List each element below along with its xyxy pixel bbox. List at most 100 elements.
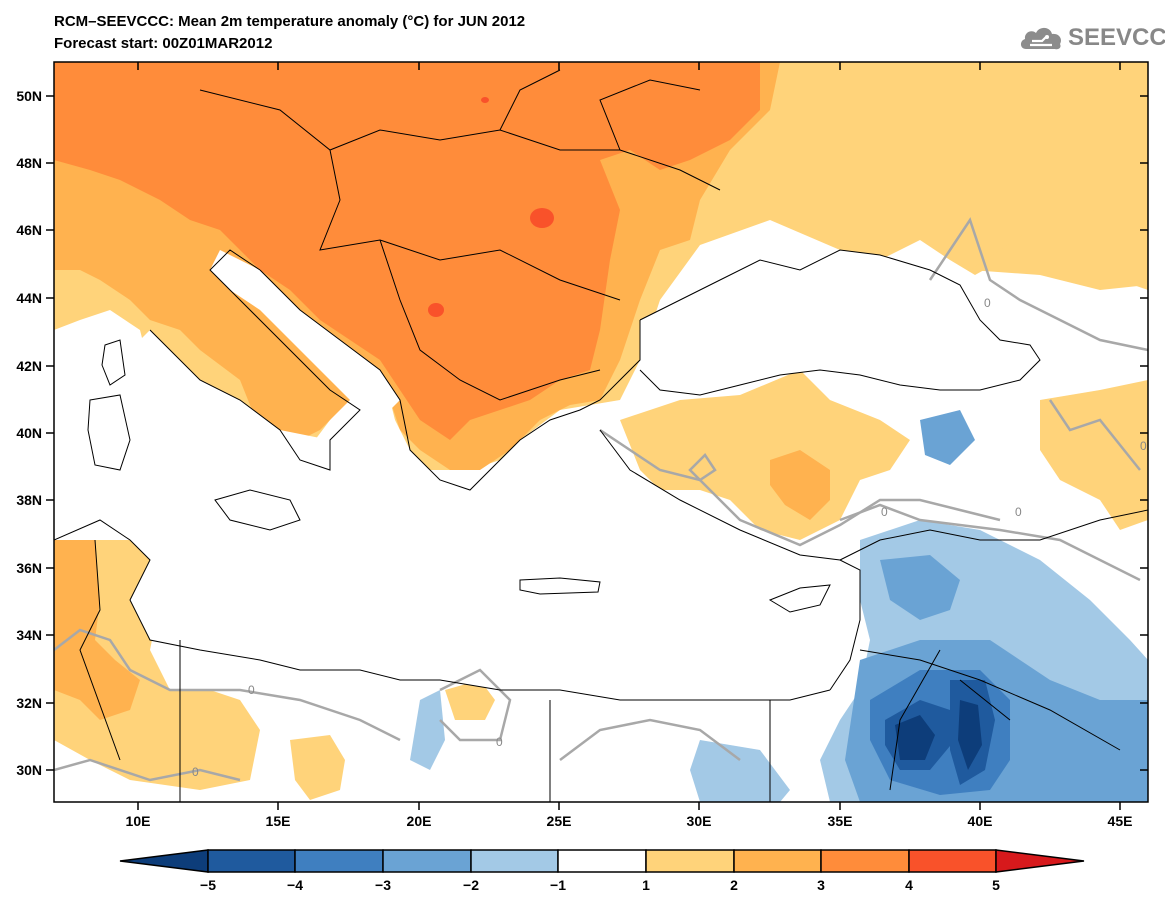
border-3 <box>379 239 601 401</box>
contour-label: 0 <box>881 505 888 519</box>
field-neg-blue-turkey <box>920 410 975 465</box>
lat-labels: 50N 48N 46N 44N 42N 40N 38N 36N 34N 32N … <box>16 88 42 778</box>
colorbar-tick-label: −4 <box>287 877 303 893</box>
colorbar-tick-label: 3 <box>817 877 825 893</box>
lat-tick-label: 30N <box>16 762 42 778</box>
colorbar-bin <box>645 849 735 873</box>
contour-label: 0 <box>192 765 199 779</box>
colorbar-bin <box>207 849 296 873</box>
zero-contours <box>54 217 1148 782</box>
coast-turkey <box>599 429 861 691</box>
coast-sardinia <box>87 394 131 471</box>
contour-label: 0 <box>1140 439 1147 453</box>
contour-label: 0 <box>248 683 255 697</box>
field-4-5-c <box>481 97 489 103</box>
coast-cyprus <box>768 584 831 613</box>
lat-tick-label: 36N <box>16 560 42 576</box>
field-2-3-anatolia <box>770 450 830 520</box>
field-4-5-a <box>530 208 554 228</box>
adriatic-sea <box>210 250 400 420</box>
lon-tick-label: 10E <box>126 813 151 829</box>
lon-axis <box>137 62 1121 810</box>
border-7 <box>889 649 1011 791</box>
contour-east <box>1048 399 1141 471</box>
field-1-2-eturkey <box>1040 380 1148 530</box>
lon-tick-label: 40E <box>968 813 993 829</box>
colorbar-tick-label: −1 <box>550 877 566 893</box>
colorbar-tick-label: −5 <box>200 877 216 893</box>
contour-libya <box>439 668 512 742</box>
border-8 <box>79 539 181 802</box>
black-sea <box>640 250 1040 395</box>
colorbar-tick-label: 1 <box>642 877 650 893</box>
border-1 <box>199 89 721 191</box>
coast-crete <box>519 577 601 595</box>
colorbar-above-max <box>995 849 1085 873</box>
border-6 <box>859 649 1121 751</box>
border-9 <box>549 700 771 802</box>
lat-tick-label: 44N <box>16 290 42 306</box>
seevccc-logo: SEEVCCC <box>1018 22 1165 54</box>
field-3-4 <box>54 62 760 440</box>
field-neg-blue-libya <box>410 690 445 770</box>
contour-levant <box>839 503 1141 582</box>
colorbar-bin <box>908 849 997 873</box>
lat-tick-label: 38N <box>16 492 42 508</box>
coast-sicily <box>214 489 301 531</box>
plot-frame <box>53 61 1149 803</box>
lat-tick-label: 50N <box>16 88 42 104</box>
contour-labels: 0 0 0 0 0 0 0 <box>192 296 1147 779</box>
coast-blacksea <box>639 249 1041 396</box>
logo-text: SEEVCCC <box>1068 24 1165 51</box>
lon-labels: 10E 15E 20E 25E 30E 35E 40E 45E <box>126 813 1133 829</box>
colorbar-tick-label: 4 <box>905 877 913 893</box>
lat-tick-label: 34N <box>16 627 42 643</box>
colorbar-below-min <box>119 849 209 873</box>
coast-corsica <box>101 339 126 386</box>
field-2-3-nafrica-w <box>54 540 140 720</box>
contour-nafrica <box>54 628 401 742</box>
contour-label: 0 <box>1015 505 1022 519</box>
field-1-2-libya-e <box>445 680 495 720</box>
map-subtitle: Forecast start: 00Z01MAR2012 <box>54 35 273 52</box>
field-neg-2-3 <box>880 555 960 620</box>
field-1-2-nafrica-w <box>54 540 260 790</box>
coast-africa <box>54 519 831 701</box>
colorbar-tick-label: 5 <box>992 877 1000 893</box>
lon-tick-label: 35E <box>828 813 853 829</box>
field-1-2-libya <box>290 735 345 800</box>
lon-tick-label: 30E <box>687 813 712 829</box>
field-below-min-b <box>958 700 982 770</box>
colorbar-bin <box>294 849 384 873</box>
contour-turkey-loop <box>688 453 717 482</box>
colorbar-bin <box>820 849 910 873</box>
mediterranean-sea <box>80 330 860 700</box>
field-neg-blue-egypt <box>690 740 790 802</box>
colorbar-tick-label: 2 <box>730 877 738 893</box>
colorbar-bin <box>470 849 559 873</box>
map-title: RCM–SEEVCCC: Mean 2m temperature anomaly… <box>54 13 526 30</box>
field-1-2-northeast <box>970 210 1148 290</box>
field-below-min <box>895 715 935 760</box>
lon-tick-label: 15E <box>266 813 291 829</box>
colorbar-tick-label: −3 <box>375 877 391 893</box>
contour-nafrica-b <box>54 758 241 782</box>
cloud-icon <box>1020 27 1062 50</box>
contour-egypt <box>559 718 741 761</box>
field-1-2-anatolia <box>620 370 910 540</box>
lat-tick-label: 42N <box>16 358 42 374</box>
coast-balkans <box>259 269 641 491</box>
lon-tick-label: 45E <box>1108 813 1133 829</box>
contour-caucasus <box>928 217 1148 352</box>
colorbar-bin <box>557 849 647 873</box>
lat-tick-label: 48N <box>16 155 42 171</box>
border-5 <box>839 509 1148 561</box>
colorbar-bin <box>382 849 472 873</box>
colorbar-bin <box>733 849 822 873</box>
lat-tick-label: 40N <box>16 425 42 441</box>
coastlines <box>54 69 1148 802</box>
contour-label: 0 <box>984 296 991 310</box>
coast-italy <box>149 249 361 471</box>
lon-tick-label: 20E <box>407 813 432 829</box>
